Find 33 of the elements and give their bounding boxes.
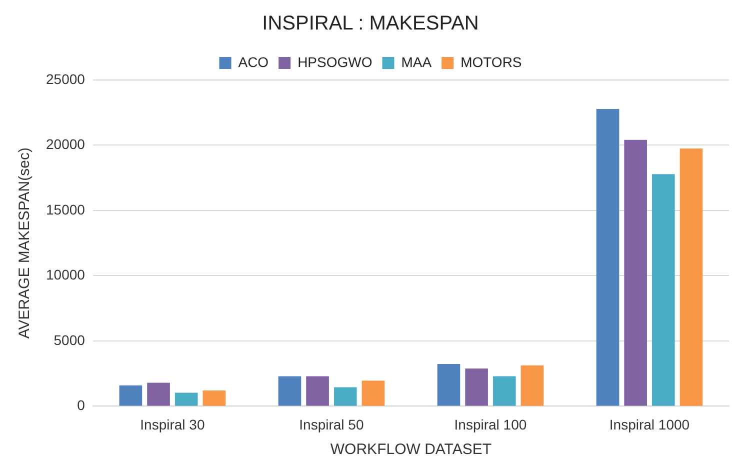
chart-title: INSPIRAL : MAKESPAN bbox=[262, 12, 479, 35]
bar bbox=[362, 380, 385, 406]
x-tick-label: Inspiral 50 bbox=[299, 416, 364, 432]
y-tick-label: 15000 bbox=[46, 201, 86, 218]
bar bbox=[596, 108, 620, 406]
y-tick-label: 5000 bbox=[54, 332, 86, 348]
bar bbox=[652, 174, 675, 406]
bar bbox=[465, 368, 488, 406]
y-tick-label: 20000 bbox=[46, 136, 86, 152]
bar bbox=[306, 376, 329, 406]
bar bbox=[147, 382, 170, 406]
y-axis-title: AVERAGE MAKESPAN(sec) bbox=[16, 148, 34, 339]
bar bbox=[437, 364, 460, 406]
x-axis-title: WORKFLOW DATASET bbox=[330, 441, 492, 458]
x-tick-label: Inspiral 100 bbox=[454, 416, 527, 432]
legend-label: MOTORS bbox=[460, 54, 522, 70]
bar bbox=[278, 376, 302, 406]
bar bbox=[520, 365, 544, 406]
y-tick-label: 0 bbox=[77, 397, 86, 414]
y-tick-label: 10000 bbox=[46, 266, 86, 283]
bar bbox=[202, 390, 226, 406]
bar bbox=[680, 148, 703, 406]
bar bbox=[174, 392, 198, 406]
legend-label: HPSOGWO bbox=[298, 54, 372, 70]
y-tick-label: 25000 bbox=[46, 70, 86, 87]
x-tick-label: Inspiral 30 bbox=[140, 416, 205, 432]
bar bbox=[624, 140, 647, 406]
legend-label: MAA bbox=[401, 54, 432, 70]
legend-label: ACO bbox=[238, 54, 269, 70]
bar bbox=[119, 385, 142, 406]
bar bbox=[334, 387, 357, 406]
bar bbox=[492, 376, 516, 406]
x-tick-label: Inspiral 1000 bbox=[609, 416, 690, 432]
